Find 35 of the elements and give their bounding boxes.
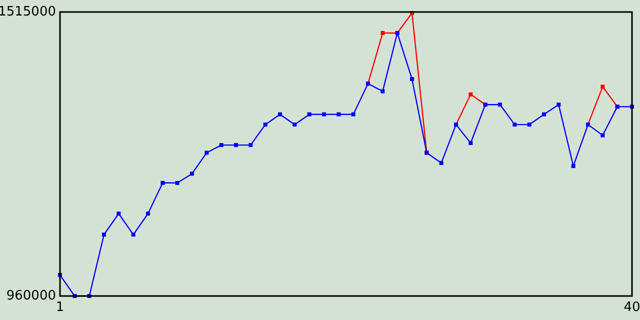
point [292, 122, 297, 127]
point [116, 212, 121, 216]
point [600, 133, 605, 138]
point [468, 92, 473, 96]
x-tick-label: 40 [624, 300, 640, 315]
point [556, 102, 561, 107]
point [160, 180, 165, 185]
point [542, 112, 546, 116]
point [175, 180, 180, 185]
point [190, 172, 194, 176]
point [527, 122, 532, 127]
point [351, 112, 356, 116]
point [512, 122, 517, 127]
point [102, 232, 106, 237]
point [278, 112, 282, 116]
point [380, 89, 385, 94]
point [307, 112, 312, 116]
point [146, 212, 150, 216]
y-tick-label: 960000 [6, 288, 56, 304]
point [248, 143, 253, 148]
point [336, 112, 341, 116]
point [219, 143, 224, 148]
point [600, 84, 605, 89]
x-tick-label: 1 [56, 300, 64, 315]
point [571, 164, 576, 168]
point [263, 122, 268, 127]
point [439, 160, 444, 165]
point [380, 30, 385, 35]
point [322, 112, 326, 116]
point [131, 232, 136, 237]
point [468, 141, 473, 145]
point [204, 150, 209, 155]
point [498, 102, 502, 107]
point [234, 143, 238, 148]
point [410, 77, 414, 82]
